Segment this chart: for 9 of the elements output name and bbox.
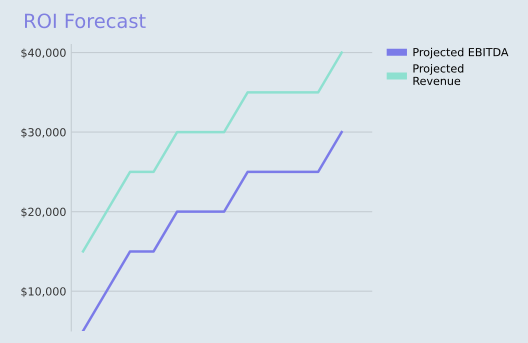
y-tick-label: $10,000 — [21, 286, 66, 298]
chart-title: ROI Forecast — [25, 13, 146, 28]
line-series — [82, 130, 343, 331]
y-tick-label: $20,000 — [21, 207, 66, 218]
y-tick-label: $40,000 — [21, 48, 66, 58]
legend-label: Projected EBITDA — [413, 48, 508, 58]
line-series — [82, 51, 343, 253]
legend-label: Projected Revenue — [413, 64, 464, 86]
y-tick-label: $30,000 — [21, 128, 66, 138]
